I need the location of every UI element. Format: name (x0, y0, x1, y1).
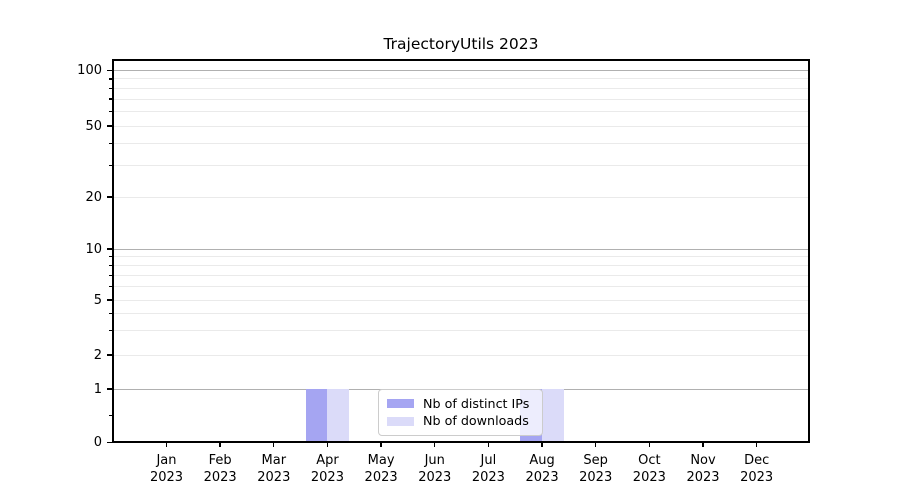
gridline-minor (114, 312, 808, 314)
y-axis-tick (107, 441, 112, 444)
gridline-minor (114, 87, 808, 89)
y-axis-tick (107, 299, 112, 301)
gridline-minor (114, 256, 808, 258)
x-tick-label: Oct 2023 (632, 453, 666, 485)
y-axis-minor-tick (109, 415, 112, 417)
gridline-minor (114, 196, 808, 198)
x-axis-tick (541, 443, 543, 447)
y-axis-minor-tick (109, 87, 112, 90)
x-axis-tick (487, 443, 490, 447)
gridline-minor (114, 98, 808, 100)
y-axis-minor-tick (109, 78, 112, 80)
gridline-major (114, 70, 808, 71)
x-axis-tick (648, 443, 651, 447)
x-tick-label: Dec 2023 (740, 453, 774, 485)
x-tick-label: Mar 2023 (257, 453, 291, 485)
x-axis-tick (165, 443, 168, 447)
legend-swatch-icon (387, 416, 414, 426)
x-tick-label: Jun 2023 (418, 453, 452, 485)
x-axis-tick (380, 443, 382, 447)
y-axis-tick (107, 248, 112, 250)
gridline-minor (114, 165, 808, 167)
y-axis-tick (107, 69, 112, 72)
x-axis-tick (326, 443, 329, 447)
y-axis-minor-tick (109, 312, 112, 315)
x-axis-tick (219, 443, 221, 447)
x-axis-tick (755, 443, 758, 447)
y-axis-minor-tick (109, 329, 112, 332)
x-tick-label: Feb 2023 (203, 453, 237, 485)
gridline-minor (114, 274, 808, 276)
gridline-minor (114, 354, 808, 356)
y-tick-label: 10 (85, 241, 102, 257)
y-tick-label: 20 (85, 189, 102, 205)
gridline-minor (114, 125, 808, 127)
y-axis-minor-tick (109, 110, 112, 113)
y-axis-minor-tick (109, 142, 112, 144)
y-tick-label: 100 (77, 63, 102, 78)
x-tick-label: Jul 2023 (471, 453, 505, 485)
gridline-minor (114, 78, 808, 80)
y-tick-label: 1 (93, 381, 102, 397)
legend-label: Nb of downloads (423, 412, 529, 428)
x-tick-label: Nov 2023 (686, 453, 720, 485)
x-axis-tick (702, 443, 704, 447)
x-tick-label: May 2023 (364, 453, 398, 485)
y-axis-minor-tick (109, 264, 112, 267)
gridline-minor (114, 264, 808, 266)
y-axis-minor-tick (109, 164, 112, 167)
y-axis-tick (107, 196, 112, 198)
y-axis-minor-tick (109, 256, 112, 258)
bar-nb-of-downloads-aug (542, 389, 564, 441)
gridline-minor (114, 299, 808, 301)
y-axis-tick (107, 354, 112, 356)
legend-item: Nb of downloads (387, 412, 534, 428)
gridline-minor (114, 286, 808, 288)
legend-item: Nb of distinct IPs (387, 395, 534, 411)
gridline-major (114, 248, 808, 250)
y-axis-minor-tick (109, 274, 112, 276)
y-axis-minor-tick (109, 98, 112, 100)
plot-area (112, 59, 810, 443)
legend: Nb of distinct IPs Nb of downloads (378, 389, 543, 436)
gridline-minor (114, 110, 808, 112)
y-tick-label: 5 (93, 292, 102, 308)
legend-swatch-icon (387, 399, 414, 409)
legend-label: Nb of distinct IPs (423, 395, 530, 411)
y-tick-label: 2 (93, 347, 102, 363)
y-tick-label: 0 (93, 435, 102, 450)
x-tick-label: Aug 2023 (525, 453, 559, 485)
gridline-minor (114, 330, 808, 332)
chart-title: TrajectoryUtils 2023 (383, 35, 539, 53)
y-axis-tick (107, 388, 112, 390)
x-axis-tick (273, 443, 275, 447)
x-axis-tick (434, 443, 436, 447)
gridline-minor (114, 142, 808, 144)
y-axis-tick (107, 125, 112, 127)
bar-nb-of-downloads-apr (327, 389, 350, 441)
x-tick-label: Jan 2023 (149, 453, 184, 485)
y-tick-label: 50 (85, 118, 102, 134)
x-tick-label: Apr 2023 (310, 453, 344, 485)
x-axis-tick (595, 443, 597, 447)
bar-nb-of-distinct-ips-apr (305, 389, 328, 441)
x-tick-label: Sep 2023 (579, 453, 613, 485)
y-axis-minor-tick (109, 285, 112, 288)
